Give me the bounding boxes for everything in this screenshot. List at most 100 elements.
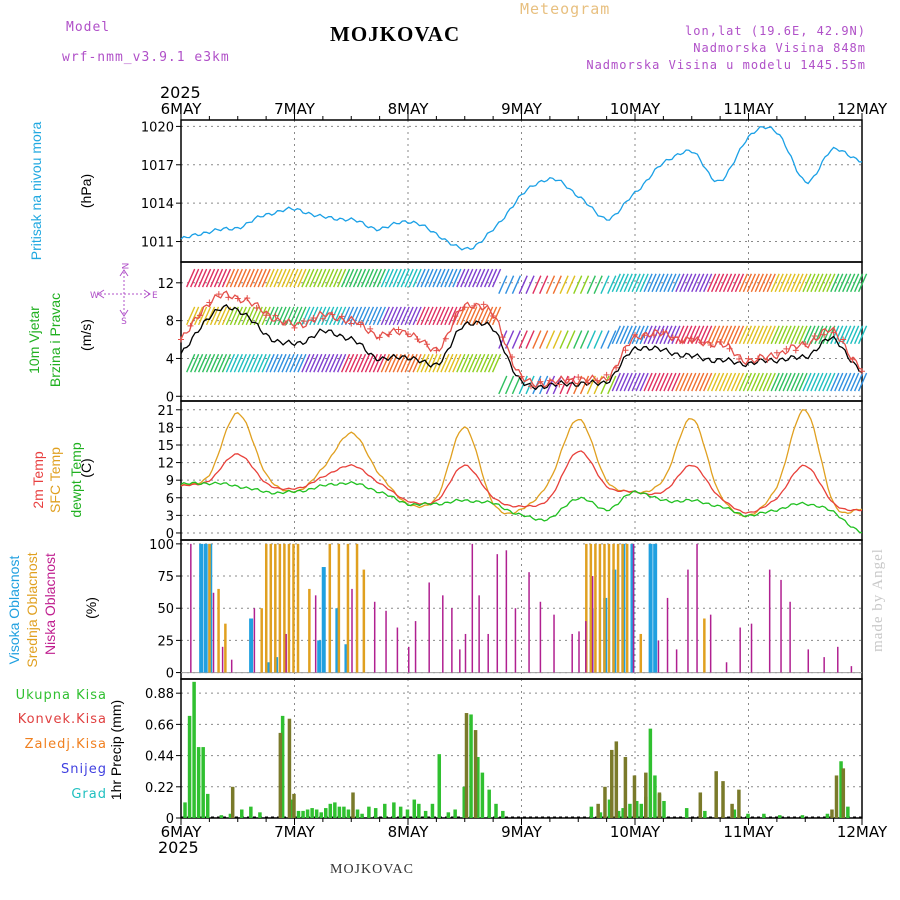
total-precip-bar [480,772,485,818]
wind-barb-band [746,372,757,392]
gust-marker [802,341,809,348]
total-precip-bar [324,808,328,818]
wind-barb-band [444,353,454,373]
wind-barb-band [483,353,494,373]
wind-barb-band [333,353,343,373]
gust-marker [565,376,572,383]
wind-barb-band [631,372,641,392]
wind-barb-band [774,325,784,345]
wind-barb-band [655,372,665,392]
total-precip-bar [280,715,285,818]
wind-barb-band [491,306,502,326]
wind-barb-band [818,273,828,293]
total-precip-bar [839,761,843,818]
wind-barb-band [722,325,733,345]
wind-barb-band [714,273,725,293]
gust-marker [291,324,298,331]
wind-barb-band [834,372,844,392]
gust-marker [859,368,865,375]
total-precip-bar [746,813,750,818]
wind-barb-band [774,273,784,293]
wind-barb-band [404,353,414,373]
total-precip-bar [607,799,612,818]
wind-barb-band [285,306,295,326]
compass-e: E [152,291,158,301]
station-title: MOJKOVAC [330,22,461,46]
wind-barb-band [325,306,335,326]
wind-barb-band [233,306,243,326]
wind-barb-band [305,353,315,373]
wind-barb-band [249,268,259,288]
x-day-label-top: 10MAY [610,100,661,118]
low-cloud-bar [750,623,753,673]
wind-barb-band [217,306,228,326]
wind-barb-band [190,268,200,288]
wind-barb-band [790,325,800,345]
compass-s: S [121,317,127,326]
wind-barb-band [639,372,649,392]
x-day-label-top: 6MAY [161,100,203,118]
y-tick-label: 1017 [141,159,174,174]
wind-barb-band [631,273,641,293]
x-day-label-bottom: 8MAY [388,823,430,841]
gust-marker [707,342,714,349]
wind-barb-band [798,273,808,293]
wind-barb-band [518,375,528,395]
wind-barb-band [460,306,470,326]
wind-barb-band [659,325,669,345]
conv-precip-bar [841,768,846,818]
wind-barb-band [388,306,398,326]
wind-barb-band [197,268,208,288]
wind-barb-band [217,353,228,373]
gust-marker [698,339,705,346]
wind-barb-band [647,372,657,392]
mid-cloud-bar [589,543,593,673]
wind-barb-band [718,273,729,293]
wind-barb-band [193,268,204,288]
wind-barb-band [857,273,868,293]
wind-barb-band [659,273,669,293]
wind-barb-band [746,273,757,293]
total-precip-bar [648,728,653,818]
wind-barb-band [336,353,347,373]
compass-n: N [119,263,129,270]
gust-marker [263,312,270,319]
total-precip-bar [621,808,625,818]
wind-barb-band [329,306,339,326]
total-precip-bar [487,789,491,818]
panel-frame [180,400,863,541]
wind-barb-band [293,268,303,288]
wind-barb-band [615,273,625,293]
wind-barb-band [364,268,375,288]
wind-barb-band [372,353,383,373]
wind-barb-band [593,275,603,294]
wind-barb-band [257,306,267,326]
wind-barb-band [611,325,621,345]
y-tick-label: 0.88 [145,687,174,702]
low-cloud-bar [514,608,517,673]
gust-marker [546,377,553,384]
total-precip-bar [289,799,294,818]
wind-barb-band [221,268,232,288]
wind-barb-band [838,273,848,293]
mid-cloud-bar [337,543,341,673]
wind-barb-band [336,268,347,288]
wind-barb-band [404,268,414,288]
conv-precip-bar [230,786,235,818]
wind-barb-band [778,325,788,345]
wind-barb-band [663,273,673,293]
gust-marker [499,334,506,341]
wind-barb-band [687,325,697,345]
total-precip-bar [373,808,378,818]
total-precip-bar [305,809,310,818]
total-precip-bar [296,810,301,818]
gust-marker [196,312,203,319]
wind-barb-band [615,325,625,345]
wind-barb-band [667,372,677,392]
wind-barb-band [376,268,386,288]
wind-barb-band [762,273,772,293]
x-day-label-bottom: 9MAY [501,823,543,841]
gust-marker [745,355,752,362]
wind-barb-band [850,372,860,392]
total-precip-bar [205,793,210,818]
